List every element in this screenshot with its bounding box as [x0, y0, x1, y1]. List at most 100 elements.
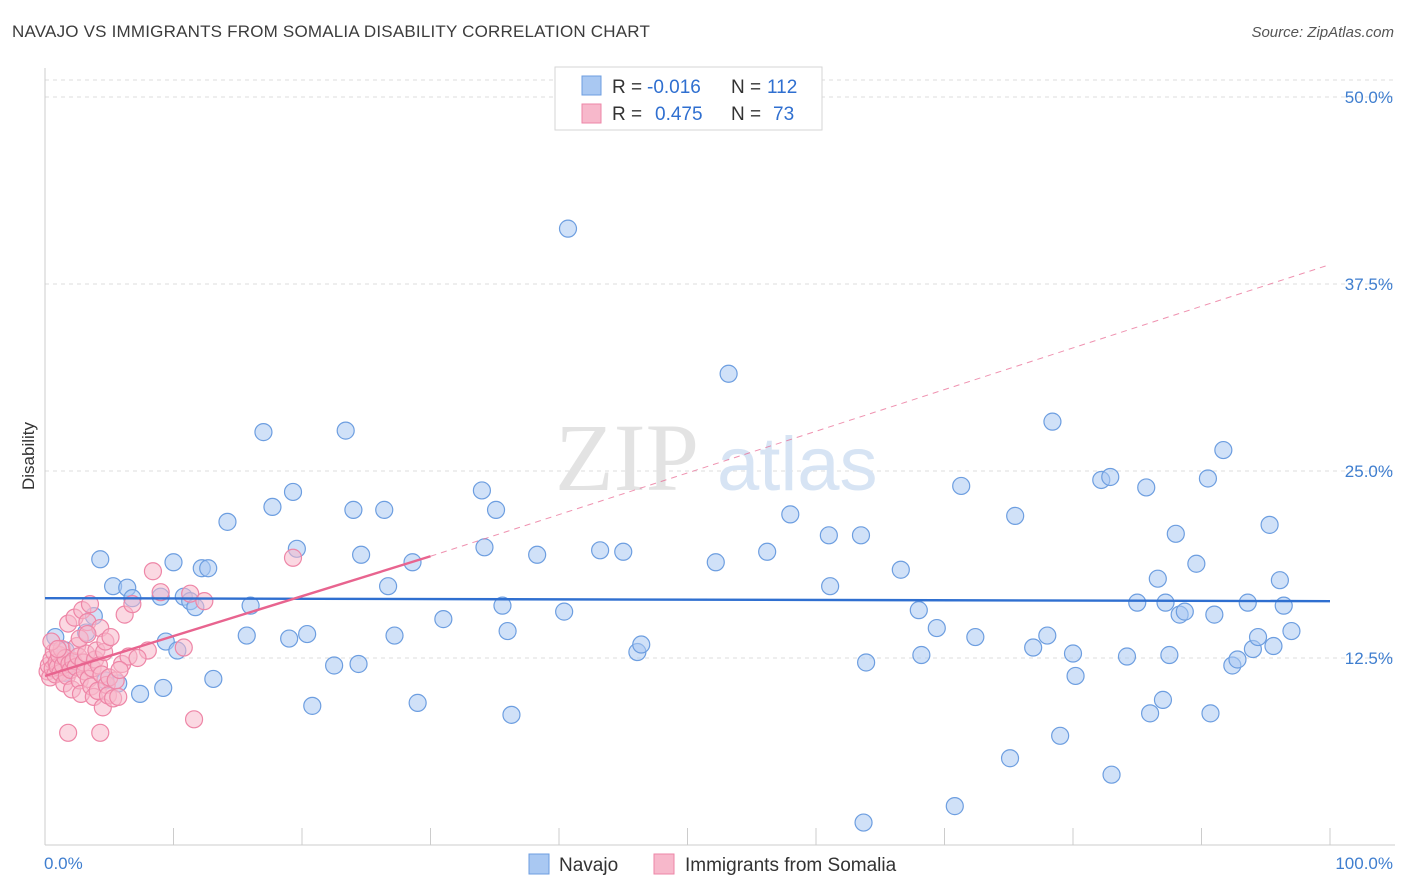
- somalia-point: [151, 583, 170, 602]
- navajo-point: [912, 645, 931, 665]
- y-tick-label: 50.0%: [1345, 88, 1393, 107]
- navajo-point: [154, 678, 173, 698]
- navajo-point: [378, 577, 398, 596]
- navajo-point: [1187, 554, 1206, 573]
- legend-swatch-navajo: [581, 75, 602, 96]
- navajo-point: [1066, 666, 1085, 686]
- navajo-point: [498, 621, 517, 641]
- somalia-point: [91, 723, 110, 742]
- navajo-point: [344, 500, 363, 519]
- navajo-point: [204, 669, 223, 689]
- navajo-point: [1214, 440, 1233, 460]
- navajo-point: [909, 601, 928, 620]
- navajo-point: [781, 505, 800, 524]
- navajo-point: [952, 476, 971, 496]
- navajo-point: [719, 364, 738, 383]
- navajo-point: [1024, 638, 1043, 657]
- navajo-point: [1282, 621, 1301, 641]
- somalia-point: [48, 639, 67, 659]
- legend-n-value-1: 112: [767, 77, 797, 98]
- navajo-point: [614, 542, 633, 561]
- navajo-point: [493, 596, 512, 615]
- navajo-point: [130, 684, 150, 704]
- navajo-point: [298, 624, 317, 644]
- somalia-point: [59, 723, 78, 742]
- navajo-point: [1101, 467, 1120, 487]
- navajo-point: [218, 512, 237, 531]
- navajo-point: [1201, 704, 1220, 723]
- navajo-point: [1264, 636, 1283, 656]
- x-tick-label-right: 100.0%: [1335, 854, 1393, 873]
- legend-r-label-2: R =: [612, 104, 642, 125]
- chart-source: Source: ZipAtlas.com: [1251, 24, 1394, 41]
- navajo-point: [1175, 602, 1194, 621]
- navajo-point: [821, 577, 840, 596]
- somalia-point: [78, 624, 97, 644]
- navajo-point: [254, 423, 273, 442]
- navajo-point: [434, 610, 453, 629]
- navajo-point: [1198, 469, 1218, 488]
- navajo-point: [854, 813, 873, 832]
- somalia-point: [110, 660, 129, 680]
- navajo-point: [1038, 626, 1057, 645]
- navajo-point: [486, 500, 506, 519]
- navajo-point: [1166, 524, 1185, 543]
- navajo-point: [1153, 690, 1173, 709]
- somalia-point: [128, 648, 147, 668]
- navajo-point: [1160, 645, 1179, 665]
- somalia-point: [109, 687, 128, 706]
- somalia-point: [101, 627, 120, 647]
- navajo-point: [558, 219, 578, 238]
- y-axis-label: Disability: [19, 421, 38, 490]
- legend-n-value-2: 73: [773, 104, 794, 125]
- somalia-point: [195, 592, 214, 611]
- watermark-zip: ZIP: [555, 404, 699, 511]
- navajo-point: [1000, 749, 1020, 768]
- navajo-point: [325, 656, 344, 675]
- navajo-point: [1051, 726, 1070, 745]
- navajo-point: [352, 545, 371, 564]
- navajo-point: [1117, 647, 1137, 666]
- navajo-point: [555, 602, 574, 621]
- navajo-point: [591, 541, 610, 560]
- navajo-point: [1156, 593, 1175, 612]
- legend: R = -0.016 N = 112 R = 0.475 N = 73: [554, 66, 823, 131]
- navajo-point: [706, 553, 725, 572]
- somalia-trend-line: [44, 555, 431, 678]
- somalia-point: [80, 595, 100, 614]
- navajo-point: [1063, 644, 1083, 663]
- legend-r-value-1: -0.016: [647, 77, 701, 98]
- navajo-point: [408, 693, 427, 712]
- navajo-point: [1137, 478, 1156, 497]
- navajo-point: [164, 553, 183, 572]
- navajo-point: [1270, 571, 1289, 590]
- navajo-point: [303, 696, 322, 715]
- navajo-point: [199, 559, 218, 578]
- navajo-point: [819, 526, 838, 545]
- navajo-point: [1228, 650, 1247, 669]
- legend-n-label-1: N =: [731, 77, 761, 98]
- navajo-point: [280, 629, 299, 648]
- navajo-point: [966, 627, 985, 647]
- navajo-point: [1148, 569, 1167, 588]
- navajo-trend-line: [44, 596, 1331, 603]
- navajo-point: [385, 626, 404, 645]
- navajo-point: [349, 654, 368, 674]
- navajo-point: [851, 526, 871, 545]
- legend-r-label-1: R =: [612, 77, 642, 98]
- somalia-point: [143, 562, 163, 581]
- navajo-point: [91, 550, 110, 569]
- navajo-point: [1043, 412, 1062, 431]
- navajo-point: [758, 542, 777, 561]
- navajo-point: [472, 481, 491, 500]
- bottom-legend-label-somalia: Immigrants from Somalia: [685, 855, 897, 876]
- navajo-point: [891, 560, 910, 579]
- navajo-point: [1102, 765, 1121, 784]
- navajo-point: [237, 626, 256, 645]
- legend-r-value-2: 0.475: [655, 104, 703, 125]
- navajo-point: [857, 653, 876, 672]
- navajo-point: [927, 618, 946, 638]
- navajo-point: [1238, 593, 1257, 612]
- navajo-point: [263, 497, 282, 517]
